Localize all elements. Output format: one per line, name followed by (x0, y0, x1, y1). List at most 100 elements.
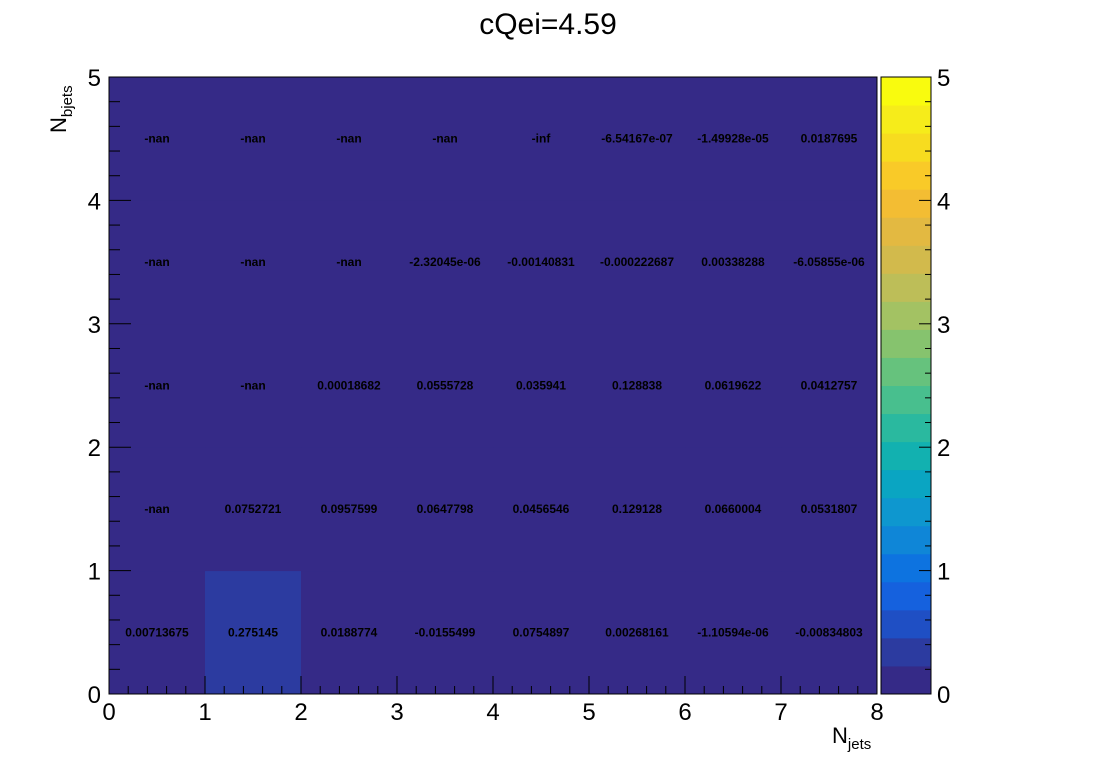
cell-value-label: 0.129128 (612, 502, 662, 516)
heatmap-cell (781, 570, 878, 695)
colorbar-tick-label: 3 (937, 312, 950, 339)
heatmap-cell (589, 77, 686, 201)
heatmap-cell (781, 323, 878, 448)
colorbar-band (881, 77, 931, 106)
heatmap-cell (301, 447, 398, 572)
colorbar-band (881, 385, 931, 415)
cell-value-label: 0.035941 (516, 379, 566, 393)
x-tick-label: 4 (486, 699, 499, 726)
heatmap-cell (301, 200, 398, 325)
cell-value-label: -1.49928e-05 (697, 132, 769, 146)
cell-value-label: -nan (144, 502, 169, 516)
colorbar-band (881, 553, 931, 583)
cell-value-label: -nan (144, 379, 169, 393)
colorbar-tick-label: 4 (937, 188, 950, 215)
x-tick-label: 0 (102, 699, 115, 726)
cell-value-label: -nan (144, 255, 169, 269)
cell-value-label: 0.00018682 (317, 379, 381, 393)
cell-value-label: 0.0456546 (513, 502, 570, 516)
heatmap-cell (205, 570, 302, 695)
heatmap-cell (589, 200, 686, 325)
x-tick-label: 5 (582, 699, 595, 726)
cell-value-label: -nan (336, 132, 361, 146)
y-tick-label: 1 (88, 559, 101, 586)
colorbar-band (881, 133, 931, 162)
heatmap-cell (397, 323, 494, 448)
colorbar-tick-label: 5 (937, 65, 950, 92)
cell-value-label: -0.00140831 (507, 255, 575, 269)
y-tick-label: 2 (88, 435, 101, 462)
heatmap-cell (109, 77, 206, 201)
heatmap-cell (397, 77, 494, 201)
colorbar-band (881, 105, 931, 134)
heatmap-cell (301, 570, 398, 695)
colorbar-band (881, 609, 931, 639)
heatmap-cell (589, 447, 686, 572)
x-tick-label: 7 (774, 699, 787, 726)
heatmap-cell (685, 570, 782, 695)
heatmap-cell (493, 323, 590, 448)
x-tick-label: 2 (294, 699, 307, 726)
heatmap-cell (685, 77, 782, 201)
cell-value-label: -nan (240, 132, 265, 146)
heatmap-cell (397, 200, 494, 325)
x-axis-label-sub: jets (847, 736, 871, 753)
cell-value-label: -0.000222687 (600, 255, 674, 269)
heatmap-cell (493, 77, 590, 201)
cell-value-label: 0.0188774 (321, 625, 378, 639)
cell-value-label: 0.0754897 (513, 625, 570, 639)
heatmap-cell (109, 570, 206, 695)
cell-value-label: 0.00268161 (605, 625, 669, 639)
x-tick-label: 3 (390, 699, 403, 726)
heatmap-cell (781, 200, 878, 325)
heatmap-cell (109, 323, 206, 448)
cell-value-label: -6.54167e-07 (601, 132, 673, 146)
colorbar-tick-label: 2 (937, 435, 950, 462)
colorbar-band (881, 161, 931, 190)
colorbar-tick-label: 1 (937, 559, 950, 586)
colorbar-band (881, 497, 931, 527)
cell-value-label: 0.0531807 (801, 502, 858, 516)
colorbar-band (881, 665, 931, 695)
cell-value-label: 0.0619622 (705, 379, 762, 393)
colorbar-band (881, 525, 931, 555)
colorbar-band (881, 413, 931, 443)
y-tick-label: 4 (88, 188, 101, 215)
colorbar-band (881, 441, 931, 471)
x-tick-label: 6 (678, 699, 691, 726)
colorbar-band (881, 329, 931, 358)
chart-title: cQei=4.59 (479, 8, 617, 41)
cell-value-label: 0.0660004 (705, 502, 762, 516)
heatmap-cell (493, 447, 590, 572)
cell-value-label: 0.0752721 (225, 502, 282, 516)
heatmap-cell (493, 570, 590, 695)
cell-value-label: 0.0957599 (321, 502, 378, 516)
y-tick-label: 0 (88, 682, 101, 709)
heatmap-cell (205, 77, 302, 201)
heatmap-cell (109, 200, 206, 325)
y-axis-label-sub: bjets (59, 85, 76, 117)
cell-value-label: -nan (144, 132, 169, 146)
heatmap-cell (685, 447, 782, 572)
cell-value-label: 0.00338288 (701, 255, 765, 269)
colorbar-band (881, 189, 931, 218)
y-tick-label: 5 (88, 65, 101, 92)
y-tick-label: 3 (88, 312, 101, 339)
heatmap-cell (397, 570, 494, 695)
heatmap-cell (109, 447, 206, 572)
cell-value-label: -inf (532, 132, 552, 146)
heatmap-cell (685, 200, 782, 325)
cell-value-label: -1.10594e-06 (697, 625, 769, 639)
cell-value-label: -0.0155499 (415, 625, 476, 639)
x-tick-label: 1 (198, 699, 211, 726)
colorbar-band (881, 217, 931, 246)
colorbar-frame (880, 76, 932, 695)
cell-value-label: 0.00713675 (125, 625, 189, 639)
heatmap-cell (685, 323, 782, 448)
colorbar-band (881, 357, 931, 386)
cell-value-label: 0.0555728 (417, 379, 474, 393)
cell-value-label: -2.32045e-06 (409, 255, 481, 269)
heatmap-cell (301, 77, 398, 201)
